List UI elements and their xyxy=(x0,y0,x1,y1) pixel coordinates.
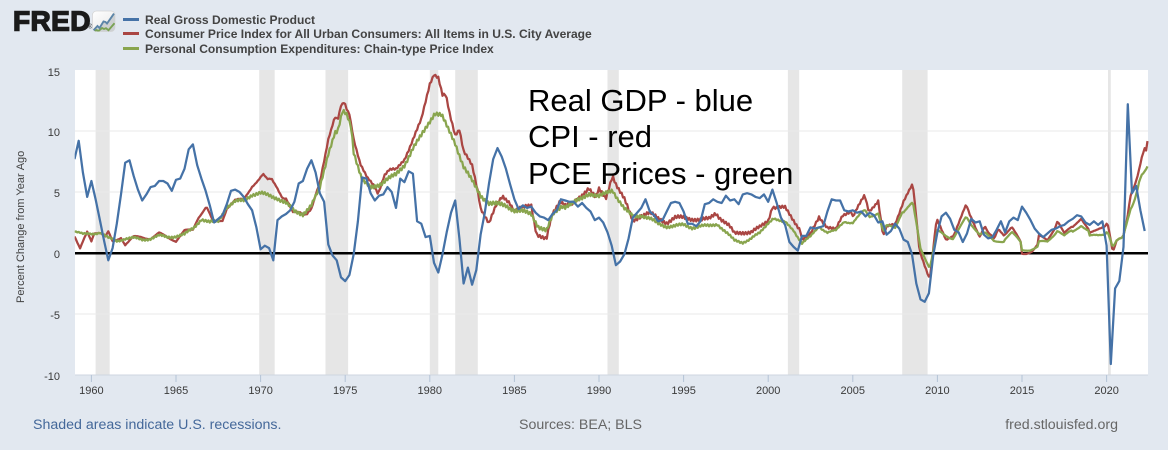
svg-text:FRED: FRED xyxy=(13,6,91,37)
svg-text:®: ® xyxy=(88,24,93,31)
